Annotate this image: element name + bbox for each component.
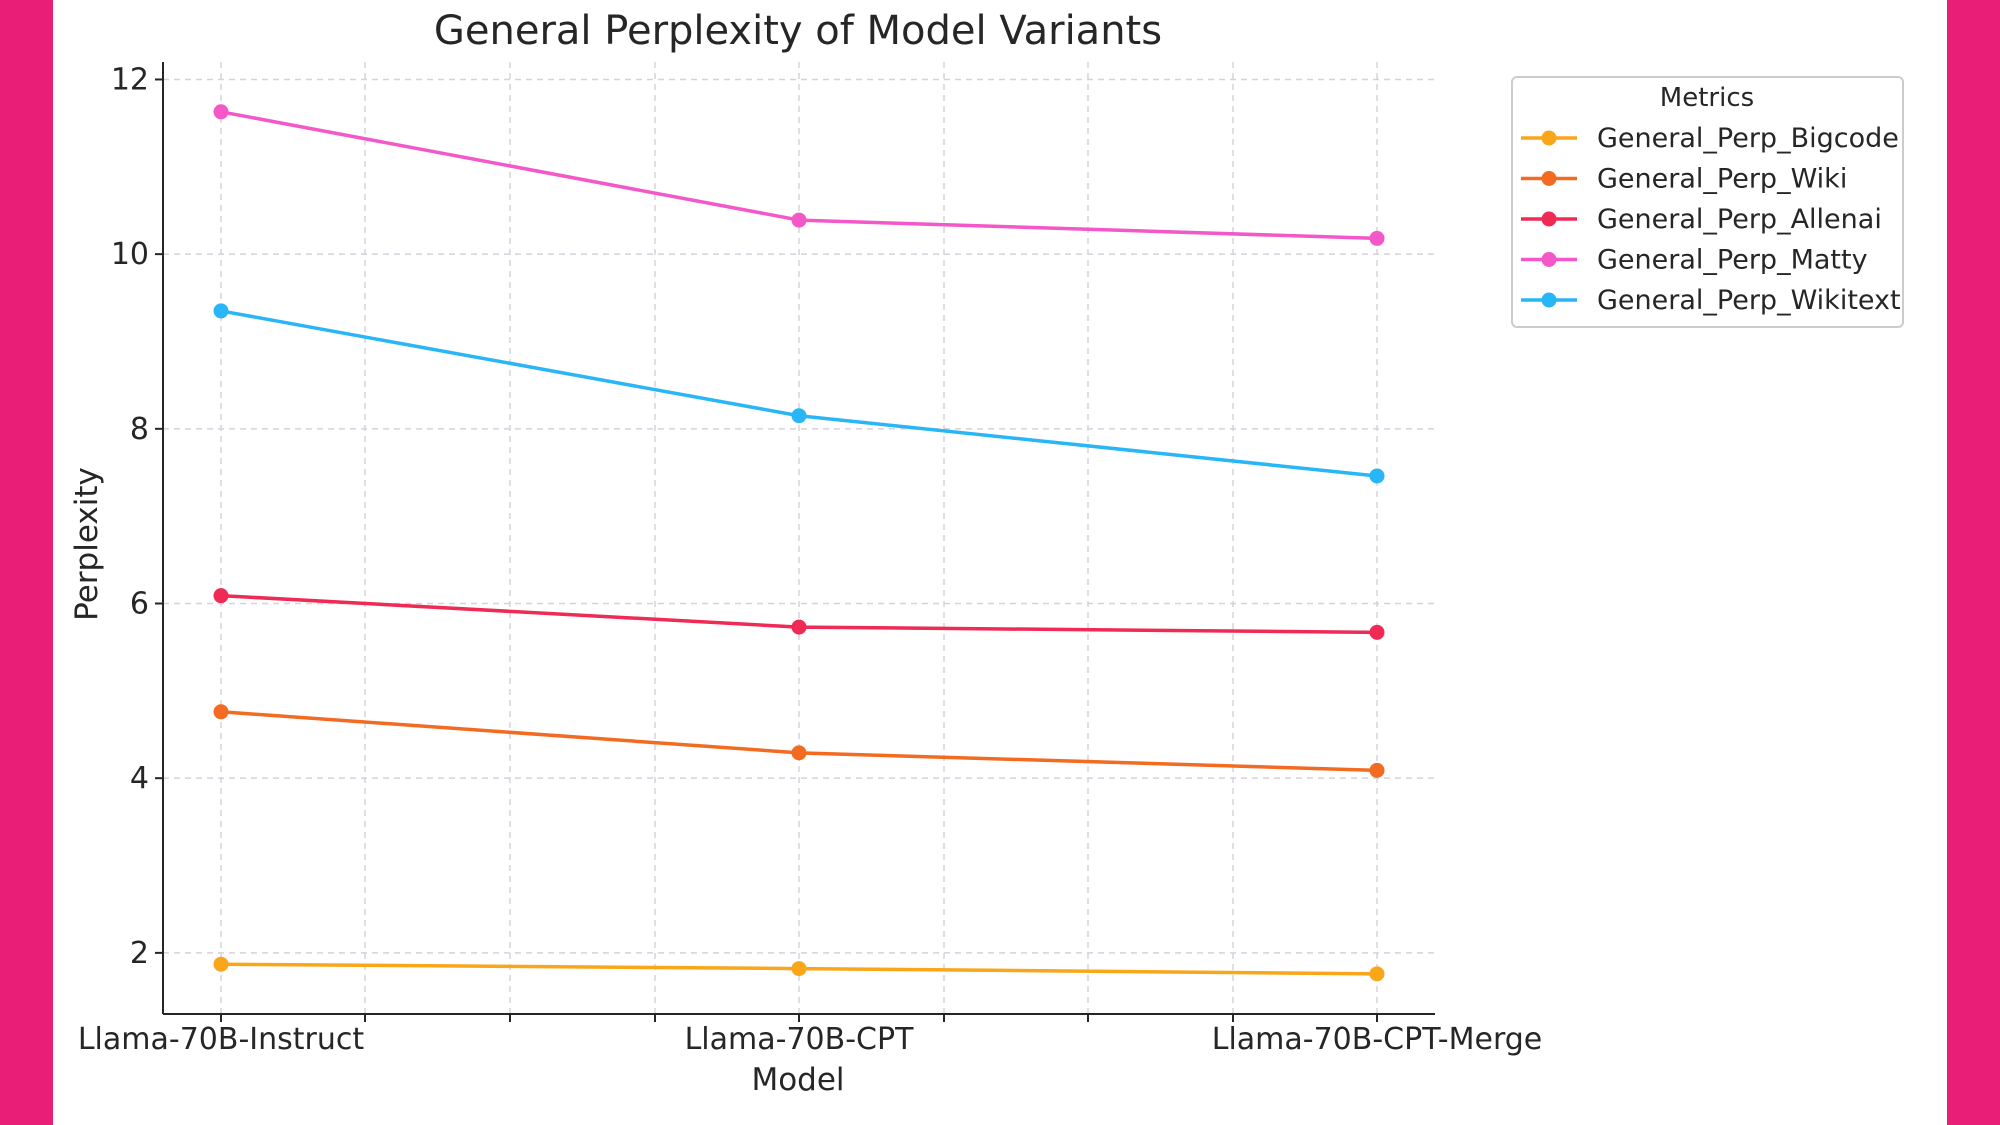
legend-label: General_Perp_Wiki <box>1597 164 1847 195</box>
y-tick-label: 6 <box>130 587 149 622</box>
x-tick-label: Llama-70B-Instruct <box>78 1022 365 1057</box>
data-point <box>791 961 807 977</box>
legend-item: General_Perp_Matty <box>1521 245 1868 276</box>
legend-swatch-marker <box>1541 211 1557 227</box>
data-point <box>791 619 807 635</box>
x-axis-label: Model <box>751 1062 844 1098</box>
series-General_Perp_Allenai <box>213 588 1385 640</box>
y-axis-label: Perplexity <box>69 467 105 621</box>
series-line <box>219 710 1379 773</box>
legend-item: General_Perp_Allenai <box>1521 204 1882 235</box>
data-point <box>1369 230 1385 246</box>
data-point <box>1369 468 1385 484</box>
data-point <box>213 588 229 604</box>
data-point <box>1369 624 1385 640</box>
x-tick-label: Llama-70B-CPT-Merge <box>1212 1022 1543 1057</box>
legend-label: General_Perp_Matty <box>1597 245 1868 276</box>
legend-label: General_Perp_Wikitext <box>1597 285 1901 316</box>
data-point <box>213 104 229 120</box>
legend-item: General_Perp_Wikitext <box>1521 285 1901 316</box>
legend-box <box>1511 76 1904 328</box>
legend-item: General_Perp_Wiki <box>1521 164 1847 195</box>
data-point <box>213 956 229 972</box>
x-tick-label: Llama-70B-CPT <box>685 1022 914 1057</box>
ticks: 2 4 6 8 10 12 Llama-70B-Instruct Llama-70B-CPT L… <box>78 62 1542 1057</box>
legend: Metrics General_Perp_BigcodeGeneral_Perp… <box>1511 76 1904 328</box>
series-General_Perp_Bigcode <box>213 956 1385 982</box>
data-point <box>1369 762 1385 778</box>
legend-item: General_Perp_Bigcode <box>1521 123 1899 154</box>
data-point <box>1369 966 1385 982</box>
legend-title: Metrics <box>1660 83 1754 113</box>
y-tick-label: 12 <box>111 62 149 97</box>
legend-swatch-marker <box>1541 130 1557 146</box>
data-point <box>791 212 807 228</box>
legend-items: General_Perp_Bigcode General_Perp_Wiki Gen… <box>1521 123 1901 316</box>
legend-swatch-marker <box>1541 292 1557 308</box>
grid <box>163 62 1435 1014</box>
series-General_Perp_Wiki <box>213 704 1385 778</box>
legend-swatch-marker <box>1541 252 1557 267</box>
chart-title: General Perplexity of Model Variants <box>434 8 1162 54</box>
legend-label: General_Perp_Allenai <box>1597 204 1882 235</box>
y-tick-label: 10 <box>111 237 149 272</box>
data-point <box>213 303 229 319</box>
y-tick-label: 2 <box>130 936 149 971</box>
data-point <box>791 745 807 761</box>
series <box>213 104 1385 982</box>
series-General_Perp_Wikitext <box>213 303 1385 484</box>
series-General_Perp_Matty <box>213 104 1385 246</box>
legend-swatch-marker <box>1541 171 1557 186</box>
y-tick-label: 4 <box>130 761 149 796</box>
data-point <box>791 408 807 424</box>
legend-label: General_Perp_Bigcode <box>1597 123 1899 154</box>
y-tick-label: 8 <box>130 412 149 447</box>
data-point <box>213 704 229 720</box>
